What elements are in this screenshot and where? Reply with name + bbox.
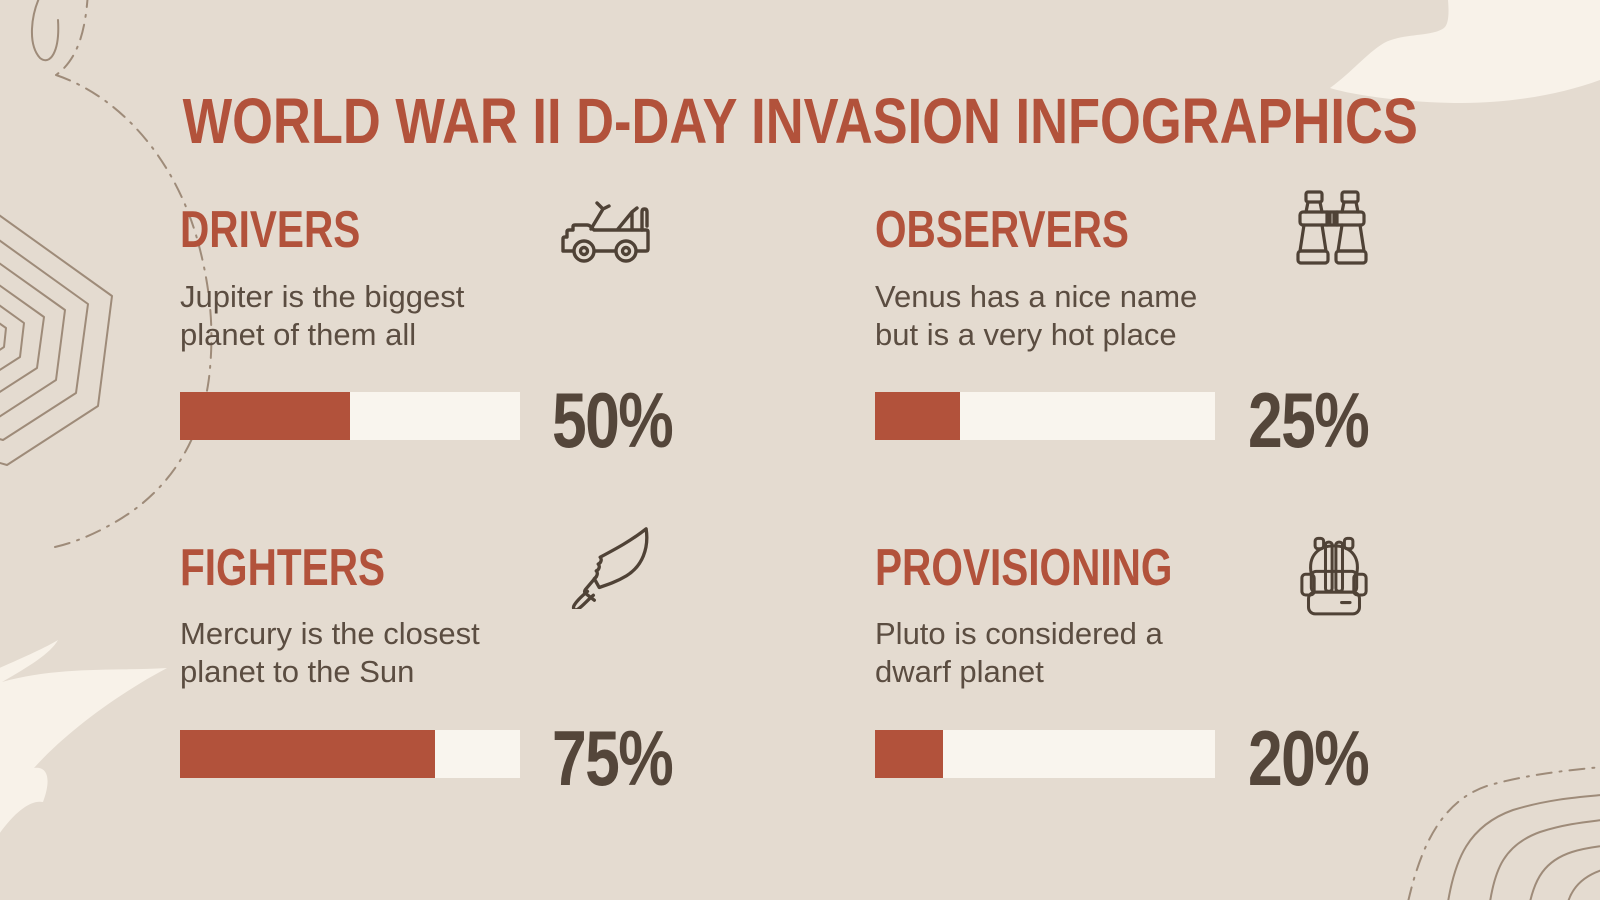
progress-bar-provisioning [875, 730, 1215, 778]
progress-fill [180, 730, 435, 778]
section-description: Pluto is considered a dwarf planet [875, 616, 1163, 689]
page-title: WORLD WAR II D-DAY INVASION INFOGRAPHICS [182, 85, 1418, 157]
section-title-fighters: FIGHTERS [180, 539, 386, 597]
percent-value-fighters: 75% [552, 714, 674, 802]
backpack-icon [1300, 536, 1368, 620]
section-title-drivers: DRIVERS [180, 201, 361, 259]
section-title-provisioning: PROVISIONING [875, 539, 1173, 597]
section-title-observers: OBSERVERS [875, 201, 1129, 259]
section-description: Mercury is the closest planet to the Sun [180, 616, 480, 689]
progress-bar-fighters [180, 730, 520, 778]
section-description: Jupiter is the biggest planet of them al… [180, 279, 465, 352]
jeep-icon [558, 196, 654, 264]
topo-contours-left [0, 0, 213, 549]
knife-icon [564, 521, 652, 609]
binoculars-icon [1296, 189, 1368, 269]
progress-fill [875, 730, 943, 778]
percent-value-observers: 25% [1248, 376, 1370, 464]
topo-contours-bottom-right [1407, 766, 1600, 900]
progress-fill [875, 392, 960, 440]
cream-blades-bottom-left [0, 640, 167, 833]
progress-bar-drivers [180, 392, 520, 440]
percent-value-provisioning: 20% [1248, 714, 1370, 802]
progress-fill [180, 392, 350, 440]
section-description: Venus has a nice name but is a very hot … [875, 279, 1198, 352]
percent-value-drivers: 50% [552, 376, 674, 464]
progress-bar-observers [875, 392, 1215, 440]
